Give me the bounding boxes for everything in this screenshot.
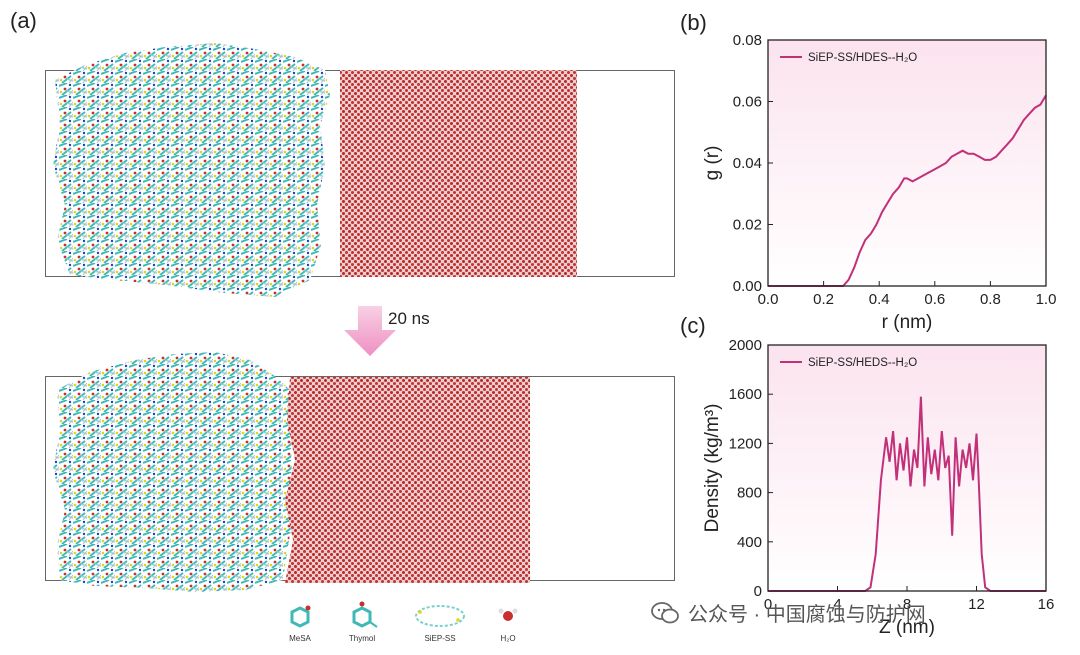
y-axis-label: Density (kg/m³) [702, 404, 723, 533]
x-tick-label: 0.0 [758, 291, 779, 308]
chart-density: 0 4 8 12 16 0 400 800 1200 1600 2000 Z (nm) Density … [702, 337, 1055, 638]
down-arrow-icon [344, 306, 396, 356]
wechat-icon [651, 601, 679, 623]
panel-label-b: (b) [680, 10, 707, 35]
y-tick-label: 2000 [729, 337, 762, 354]
snapshot-final [53, 352, 530, 592]
y-tick-label: 0.04 [733, 155, 762, 172]
watermark: 公众号 · 中国腐蚀与防护网 [650, 598, 926, 627]
x-tick-label: 0.4 [869, 291, 890, 308]
y-tick-label: 1600 [729, 386, 762, 403]
water-molecule-icon [498, 608, 518, 621]
legend-label-mesa: MeSA [289, 634, 311, 643]
x-tick-label: 4 [833, 596, 841, 613]
x-tick-label: 0.2 [813, 291, 834, 308]
mesa-molecule-icon [290, 605, 311, 628]
molecule-icons [290, 601, 518, 628]
x-tick-label: 8 [903, 596, 911, 613]
x-tick-label: 12 [968, 596, 985, 613]
y-tick-label: 800 [737, 485, 762, 502]
x-tick-label: 0.6 [924, 291, 945, 308]
y-tick-label: 0.02 [733, 217, 762, 234]
legend-label: SiEP-SS/HDES--H₂O [808, 52, 917, 64]
snapshot-initial [53, 43, 577, 297]
panel-label-c: (c) [680, 313, 706, 338]
watermark-text: 公众号 · 中国腐蚀与防护网 [688, 604, 926, 626]
y-tick-label: 0.08 [733, 32, 762, 49]
legend-label-thymol: Thymol [348, 634, 376, 643]
legend-label-h2o: H₂O [500, 634, 516, 643]
y-tick-label: 1200 [729, 435, 762, 452]
thymol-molecule-icon [352, 601, 378, 628]
legend-label: SiEP-SS/HEDS--H₂O [808, 357, 917, 369]
y-tick-label: 0.06 [733, 94, 762, 111]
y-tick-label: 0 [754, 583, 762, 600]
plot-background [768, 40, 1046, 286]
siep-ss-molecule-icon [415, 605, 465, 627]
y-tick-label: 0.00 [733, 278, 762, 295]
x-axis-label: r (nm) [882, 312, 933, 333]
x-axis-label: Z (nm) [879, 617, 935, 638]
panel-label-a: (a) [10, 8, 37, 33]
x-tick-label: 16 [1038, 596, 1055, 613]
arrow-time-label: 20 ns [388, 309, 430, 328]
legend-label-siep-ss: SiEP-SS [424, 634, 456, 643]
x-tick-label: 0.8 [980, 291, 1001, 308]
y-axis-label: g (r) [702, 146, 723, 181]
plot-background [768, 345, 1046, 591]
chart-rdf: 0.0 0.2 0.4 0.6 0.8 1.0 0.00 0.02 0.04 0.06 0.08 r … [702, 32, 1057, 333]
x-tick-label: 0 [764, 596, 772, 613]
series-line [768, 94, 1047, 287]
y-tick-label: 400 [737, 534, 762, 551]
series-line [768, 396, 1046, 592]
x-tick-label: 1.0 [1036, 291, 1057, 308]
